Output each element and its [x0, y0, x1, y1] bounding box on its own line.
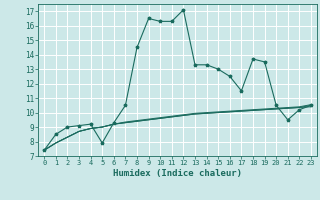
- X-axis label: Humidex (Indice chaleur): Humidex (Indice chaleur): [113, 169, 242, 178]
